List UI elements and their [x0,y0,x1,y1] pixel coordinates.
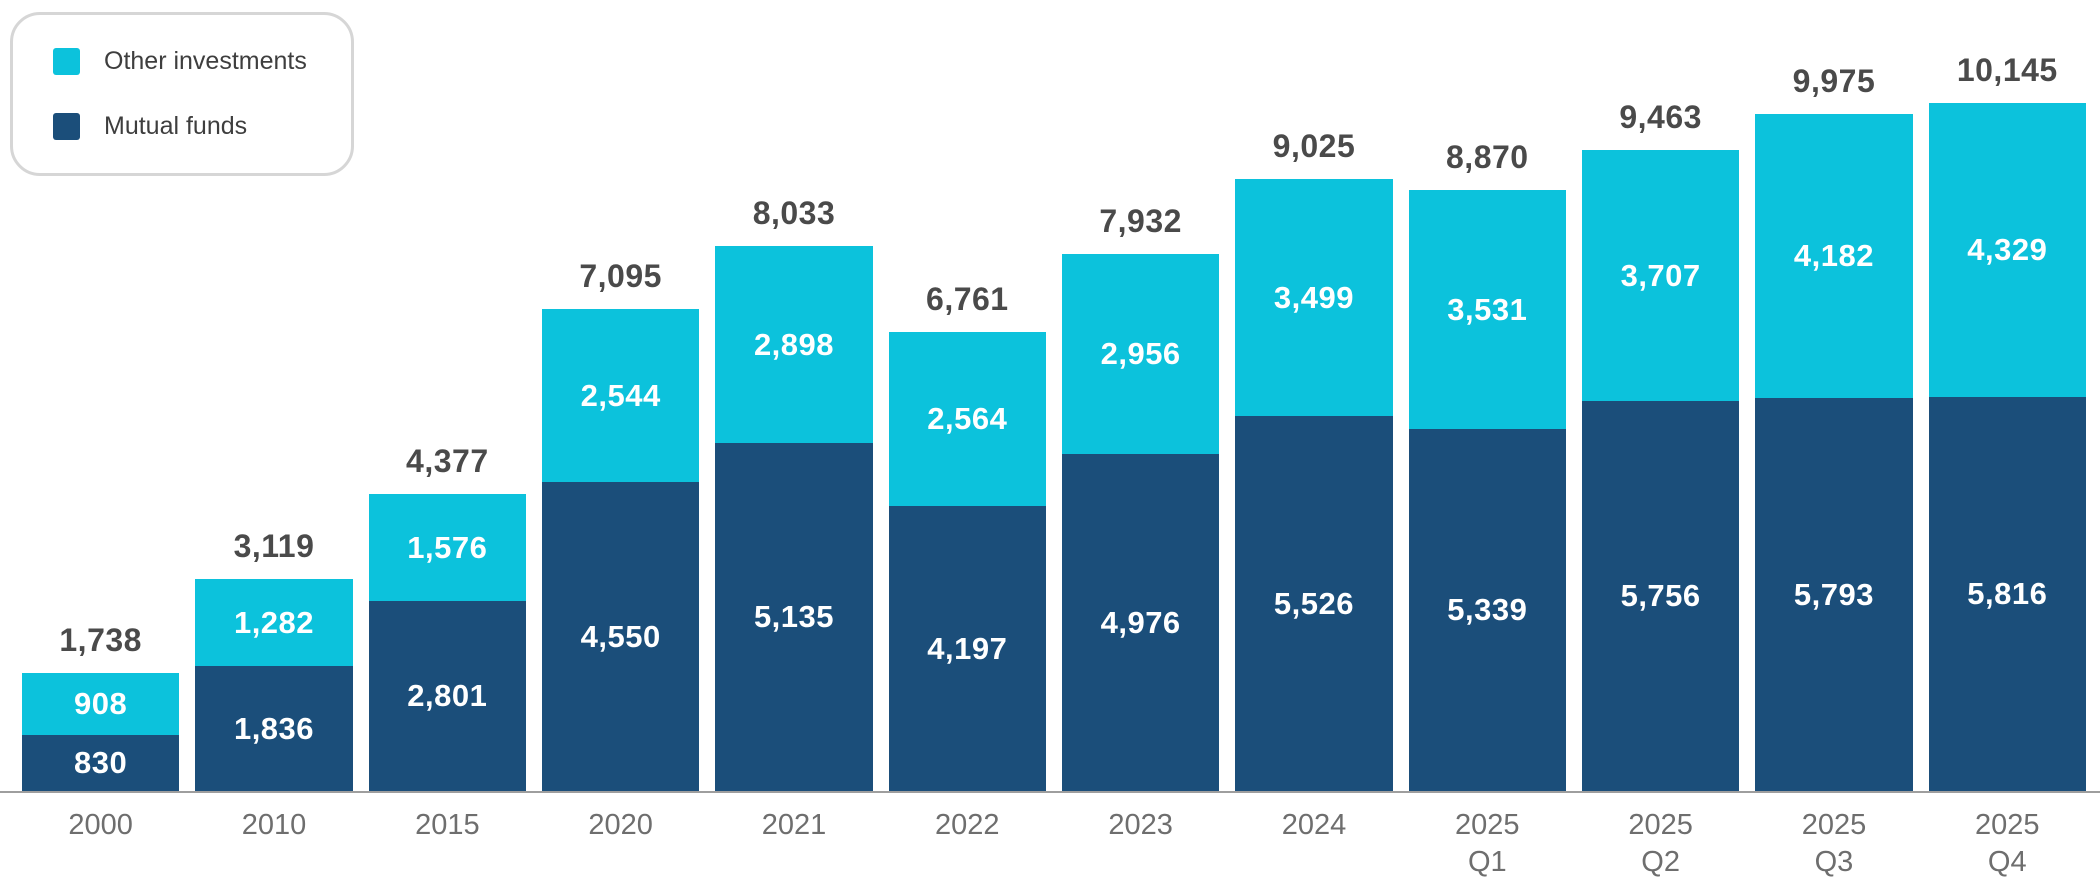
bar-segment-mutual-funds: 5,756 [1581,401,1740,791]
bar-segment-mutual-funds: 1,836 [195,666,353,791]
segment-value-label: 4,182 [1793,238,1874,273]
bar-segment-other-investments: 2,898 [715,246,873,443]
total-value-label: 9,975 [1792,63,1876,99]
bar-column-2025-q3: 9,975 4,182 5,793 [1755,63,1913,791]
bar-segment-other-investments: 3,499 [1235,179,1393,416]
bar-segment-mutual-funds: 830 [22,735,180,791]
segment-value-label: 2,544 [580,377,661,413]
bar-column-2020: 7,095 2,544 4,550 [541,258,700,791]
bar-segment-mutual-funds: 4,197 [888,506,1046,791]
x-axis-label-2025-q4: 2025 Q4 [1975,809,2040,878]
segment-value-label: 2,898 [753,326,835,362]
total-value-label: 9,025 [1272,128,1356,164]
bar-segment-mutual-funds: 4,976 [1061,454,1220,791]
x-axis-labels: 2000 2010 2015 2020 2021 2022 2023 2024 2025 Q1 2… [0,795,2100,881]
segment-value-label: 4,197 [927,630,1008,666]
segment-value-label: 1,576 [407,529,488,565]
bar-column-2022: 6,761 2,564 4,197 [888,281,1046,791]
total-value-label: 8,033 [752,195,836,231]
segment-value-label: 908 [74,686,128,721]
x-axis-label-2025-q3: 2025 Q3 [1801,809,1867,878]
total-value-label: 10,145 [1956,52,2058,88]
segment-value-label: 5,756 [1620,578,1701,613]
bar-column-2010: 3,119 1,282 1,836 [195,528,353,791]
segment-value-label: 4,329 [1967,232,2048,267]
bar-segment-other-investments: 1,576 [368,494,526,601]
mutual-funds-swatch-icon [53,113,80,140]
x-axis-label-2021: 2021 [761,809,827,841]
x-axis-label-2023: 2023 [1108,809,1173,841]
legend-label-other-investments: Other investments [104,47,307,75]
segment-value-label: 4,550 [580,618,661,654]
bar-column-2025-q1: 8,870 3,531 5,339 [1408,139,1566,791]
bar-segment-other-investments: 4,182 [1755,114,1913,398]
legend-item-mutual-funds: Mutual funds [53,112,307,141]
bar-segment-mutual-funds: 5,135 [715,443,873,791]
bar-segment-mutual-funds: 4,550 [541,482,700,791]
bar-segment-other-investments: 3,707 [1581,150,1740,401]
bar-segment-mutual-funds: 5,816 [1928,397,2086,791]
total-value-label: 4,377 [406,443,489,479]
bar-segment-mutual-funds: 5,526 [1235,416,1393,791]
segment-value-label: 2,564 [927,401,1008,436]
segment-value-label: 2,956 [1100,336,1181,371]
bar-segment-other-investments: 3,531 [1408,190,1566,429]
total-value-label: 6,761 [926,281,1009,317]
x-axis-label-2025-q2: 2025 Q2 [1628,809,1693,878]
segment-value-label: 5,793 [1793,576,1874,612]
bar-column-2021: 8,033 2,898 5,135 [715,195,873,791]
bar-column-2025-q4: 10,145 4,329 5,816 [1928,52,2086,791]
bar-segment-other-investments: 4,329 [1928,103,2086,397]
x-axis-label-2024: 2024 [1281,809,1347,841]
total-value-label: 8,870 [1446,139,1529,175]
plot-area: 1,738 908 830 3,119 1,282 1,836 4,377 1,576 2,80… [0,52,2100,793]
bar-column-2024: 9,025 3,499 5,526 [1235,128,1393,791]
legend: Other investments Mutual funds [10,12,354,176]
bar-segment-mutual-funds: 5,793 [1755,398,1913,791]
segment-value-label: 1,282 [233,604,315,640]
x-axis-label-2000: 2000 [68,809,133,841]
segment-value-label: 830 [74,745,128,780]
legend-label-mutual-funds: Mutual funds [104,112,248,140]
bar-column-2015: 4,377 1,576 2,801 [368,443,526,791]
other-investments-swatch-icon [53,48,80,75]
segment-value-label: 5,135 [753,599,835,634]
segment-value-label: 5,526 [1273,585,1354,621]
total-value-label: 7,932 [1099,203,1182,239]
bar-column-2023: 7,932 2,956 4,976 [1061,203,1220,791]
total-value-label: 7,095 [579,258,662,294]
segment-value-label: 3,499 [1273,279,1354,315]
x-axis-label-2020: 2020 [588,809,653,841]
x-axis-label-2010: 2010 [241,809,307,841]
x-axis-label-2025-q1: 2025 Q1 [1455,809,1520,878]
segment-value-label: 3,707 [1620,257,1701,293]
x-axis-label-2015: 2015 [415,809,480,841]
segment-value-label: 3,531 [1447,291,1528,327]
bar-segment-other-investments: 2,544 [541,309,700,482]
bar-segment-other-investments: 2,956 [1061,254,1220,454]
bar-segment-other-investments: 1,282 [195,579,353,666]
total-value-label: 3,119 [233,528,315,564]
bar-column-2025-q2: 9,463 3,707 5,756 [1581,99,1740,791]
bar-segment-other-investments: 2,564 [888,332,1046,506]
segment-value-label: 1,836 [233,710,315,746]
legend-item-other-investments: Other investments [53,47,307,76]
total-value-label: 9,463 [1619,99,1702,135]
bar-segment-mutual-funds: 2,801 [368,601,526,791]
segment-value-label: 5,816 [1967,576,2048,611]
bar-column-2000: 1,738 908 830 [22,622,180,791]
total-value-label: 1,738 [59,622,142,658]
bar-segment-mutual-funds: 5,339 [1408,429,1566,791]
bar-segment-other-investments: 908 [22,673,180,735]
x-axis-label-2022: 2022 [935,809,1000,841]
segment-value-label: 4,976 [1100,604,1181,640]
segment-value-label: 2,801 [407,678,488,713]
segment-value-label: 5,339 [1447,592,1528,627]
